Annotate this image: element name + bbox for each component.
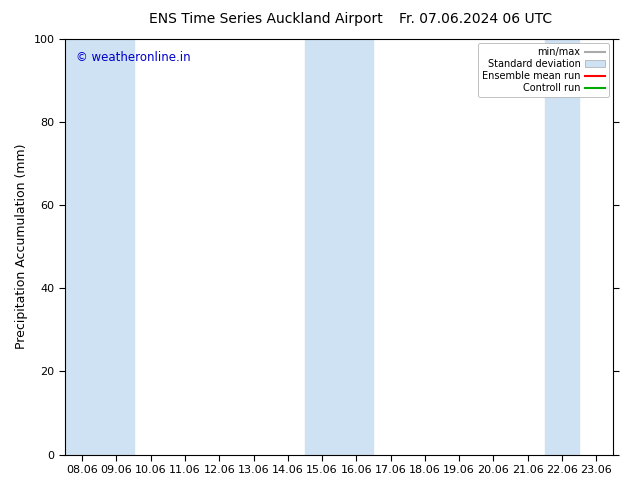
Bar [65, 39, 134, 455]
Legend: min/max, Standard deviation, Ensemble mean run, Controll run: min/max, Standard deviation, Ensemble me… [478, 44, 609, 97]
Text: Fr. 07.06.2024 06 UTC: Fr. 07.06.2024 06 UTC [399, 12, 552, 26]
Text: ENS Time Series Auckland Airport: ENS Time Series Auckland Airport [150, 12, 383, 26]
Y-axis label: Precipitation Accumulation (mm): Precipitation Accumulation (mm) [15, 144, 28, 349]
Text: © weatheronline.in: © weatheronline.in [76, 51, 191, 64]
Bar [545, 39, 579, 455]
Bar [305, 39, 373, 455]
